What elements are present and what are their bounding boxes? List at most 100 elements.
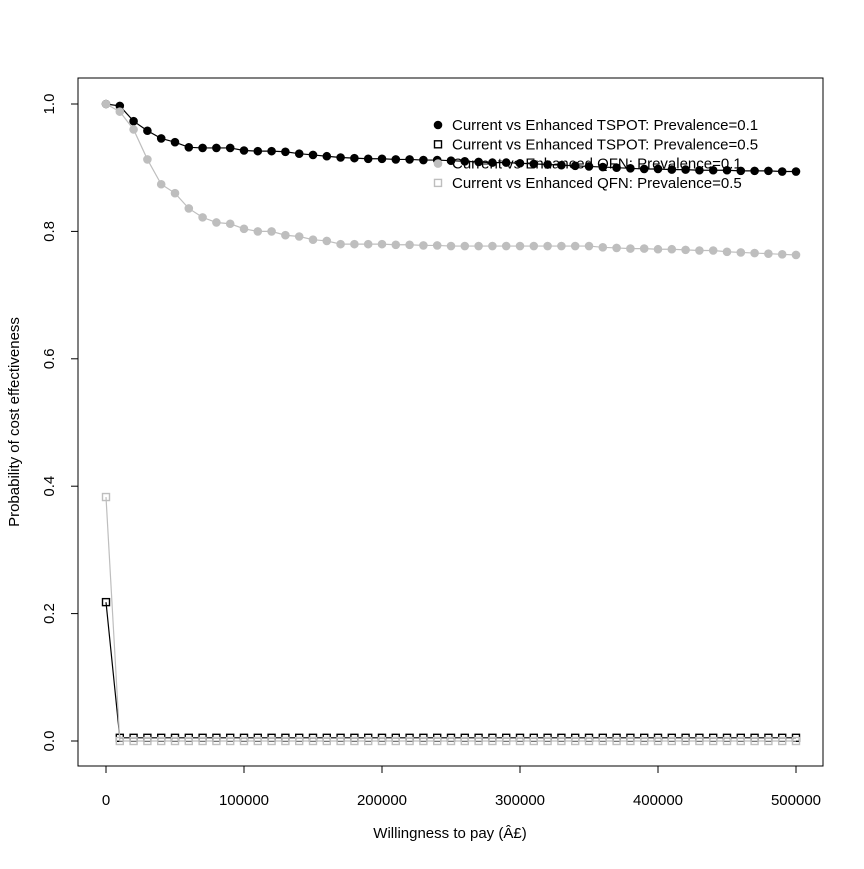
data-point — [598, 243, 608, 252]
legend-label: Current vs Enhanced QFN: Prevalence=0.5 — [452, 175, 742, 192]
data-point — [170, 736, 180, 746]
data-point — [488, 736, 497, 746]
data-point — [363, 239, 373, 249]
legend-marker — [433, 159, 443, 168]
data-point — [253, 736, 263, 746]
data-point — [294, 149, 304, 158]
data-point — [225, 143, 235, 153]
data-point — [474, 241, 483, 251]
data-point — [460, 241, 470, 251]
data-point — [212, 143, 221, 153]
x-tick-label: 300000 — [495, 792, 545, 809]
data-point — [557, 241, 566, 251]
legend-marker — [433, 120, 443, 130]
data-point — [198, 213, 207, 222]
data-point — [377, 239, 387, 249]
data-point — [267, 146, 276, 156]
data-point — [778, 736, 787, 746]
data-point — [529, 736, 538, 746]
data-point — [184, 736, 194, 746]
y-tick-label: 0.4 — [41, 476, 58, 497]
data-point — [308, 150, 318, 160]
data-point — [626, 244, 635, 253]
data-point — [653, 164, 663, 174]
legend-marker — [433, 178, 443, 188]
data-point — [432, 241, 442, 250]
series-line — [105, 602, 796, 739]
data-point — [791, 167, 801, 176]
data-point — [212, 736, 221, 746]
data-point — [571, 736, 580, 746]
series-3 — [101, 99, 801, 260]
series-2 — [101, 597, 801, 743]
data-point — [143, 736, 152, 746]
data-point — [350, 153, 359, 163]
x-tick-label: 400000 — [633, 792, 683, 809]
data-point — [543, 160, 552, 169]
data-point — [653, 736, 663, 746]
data-point — [129, 736, 138, 746]
data-point — [405, 155, 414, 164]
data-point — [391, 240, 401, 250]
data-point — [488, 158, 497, 167]
data-point — [391, 736, 400, 746]
data-point — [377, 736, 387, 746]
data-point — [750, 166, 759, 176]
data-point — [667, 736, 676, 746]
y-tick-label: 0.6 — [41, 348, 58, 369]
data-point — [295, 736, 304, 746]
data-point — [322, 151, 332, 161]
data-point — [736, 248, 746, 257]
data-point — [681, 245, 690, 255]
legend: Current vs Enhanced TSPOT: Prevalence=0.… — [433, 117, 758, 192]
data-point — [446, 241, 456, 251]
data-point — [405, 736, 414, 746]
data-point — [419, 241, 428, 250]
data-point — [267, 736, 276, 746]
data-point — [281, 736, 290, 746]
data-point — [543, 241, 552, 251]
x-axis: 0 100000 200000 300000 400000 500000 — [102, 765, 821, 809]
data-point — [681, 736, 690, 746]
data-point — [570, 241, 580, 251]
data-point — [639, 164, 649, 174]
y-tick-label: 0.8 — [41, 221, 58, 242]
data-point — [750, 248, 759, 258]
data-point — [267, 227, 276, 236]
data-point — [170, 188, 180, 198]
data-point — [777, 167, 787, 176]
data-point — [626, 736, 635, 746]
data-point — [708, 246, 718, 255]
data-point — [350, 239, 359, 249]
data-point — [736, 736, 745, 746]
data-point — [474, 157, 483, 167]
data-point — [709, 736, 718, 746]
data-point — [529, 159, 539, 169]
x-tick-label: 0 — [102, 792, 110, 809]
data-point — [681, 165, 690, 174]
data-point — [626, 164, 635, 173]
data-point — [336, 239, 345, 249]
data-point — [143, 155, 152, 164]
data-point — [101, 597, 111, 607]
data-point — [115, 107, 125, 116]
data-point — [419, 155, 428, 165]
data-point — [653, 244, 663, 254]
data-point — [584, 241, 594, 251]
data-point — [791, 250, 801, 260]
data-point — [667, 165, 677, 174]
data-point — [156, 179, 166, 189]
data-point — [612, 736, 621, 746]
y-axis: 0.0 0.2 0.4 0.6 0.8 1.0 — [41, 94, 79, 751]
data-point — [364, 736, 373, 746]
data-point — [253, 227, 263, 236]
data-point — [488, 241, 497, 251]
data-point — [764, 249, 773, 258]
data-point — [322, 236, 332, 246]
data-point — [184, 143, 194, 152]
data-point — [515, 241, 525, 251]
data-point — [101, 492, 111, 502]
x-tick-label: 500000 — [771, 792, 821, 809]
data-point — [695, 246, 704, 255]
data-point — [419, 736, 428, 746]
